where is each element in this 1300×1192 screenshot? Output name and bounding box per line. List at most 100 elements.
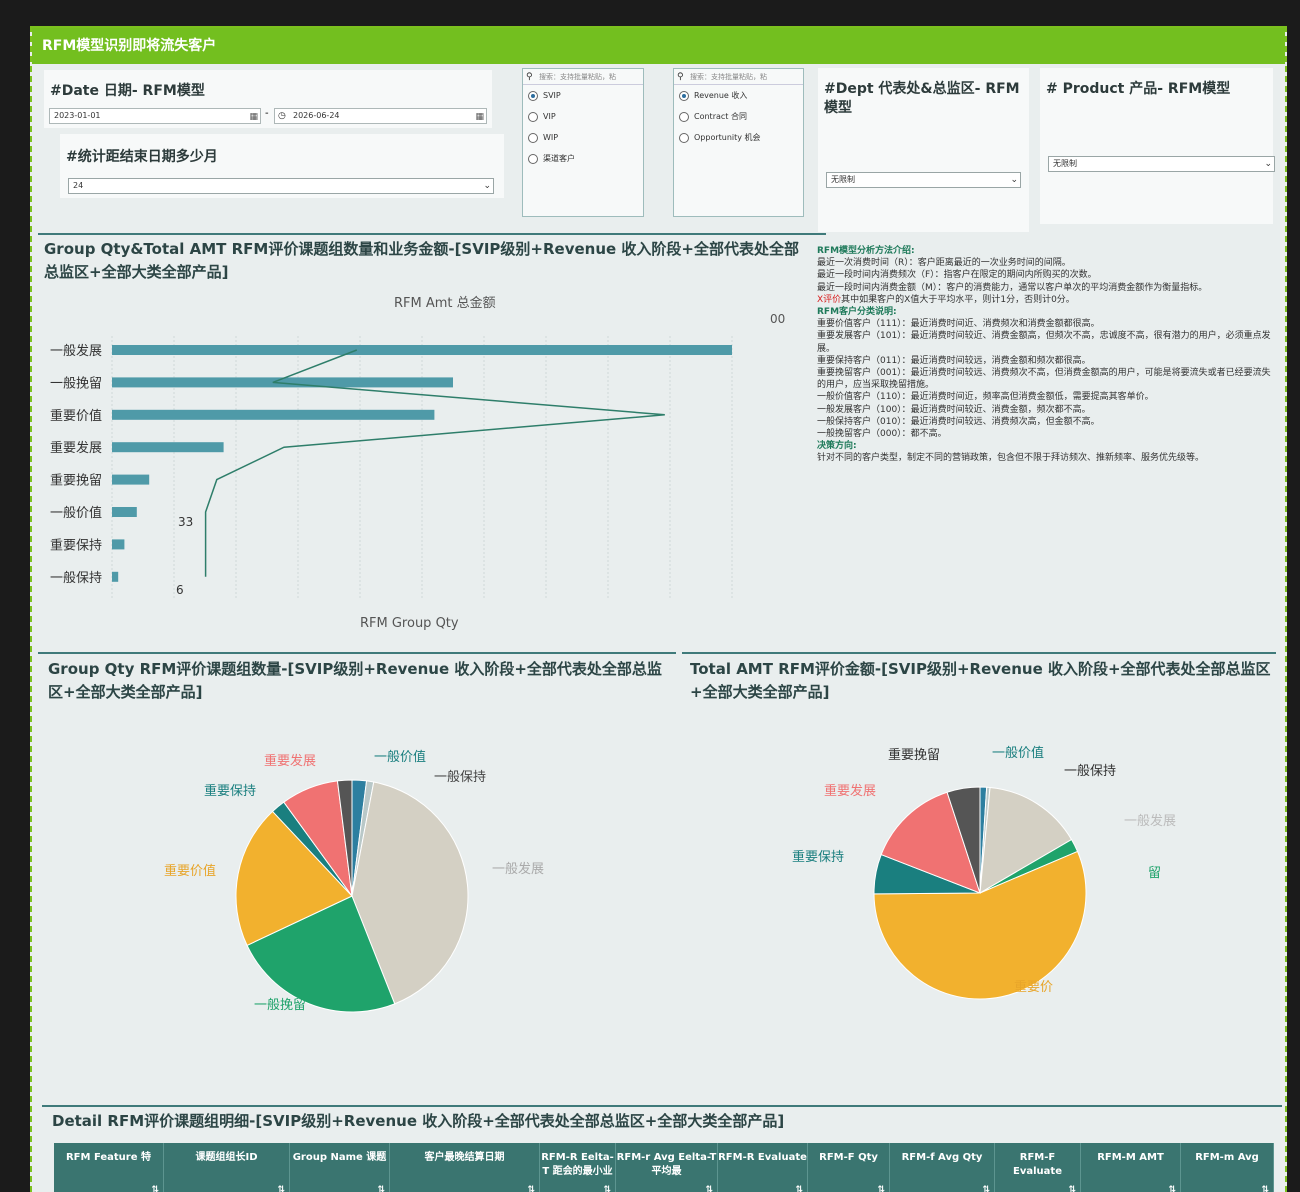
pie-slice [946,786,981,894]
column-header[interactable]: RFM-m Avg ⇅ [1181,1143,1274,1192]
pie1-chart [235,779,469,1013]
stage-option-label: Contract 合同 [694,112,747,121]
column-header[interactable]: RFM-f Avg Qty ⇅ [890,1143,995,1192]
pie1-label: 一般挽留 [254,998,307,1013]
search-icon: ⚲ [677,72,684,82]
method-heading: RFM模型分析方法介绍: [817,246,915,256]
column-header[interactable]: RFM-R Eelta-T 距会的最小业 ⇅ [540,1143,616,1192]
pie2-label: 重要价 [1014,980,1054,995]
end-date-input[interactable]: ◷ 2026-06-24 ▦ [274,108,487,124]
pie1-label: 一般保持 [434,770,487,785]
pie-slice [873,850,1087,1000]
sort-icon[interactable]: ⇅ [1168,1185,1176,1192]
column-header[interactable]: RFM-r Avg Eelta-T 平均最 ⇅ [616,1143,718,1192]
start-date-input[interactable]: 2023-01-01 ▦ [49,108,261,124]
column-header[interactable]: RFM-M AMT ⇅ [1081,1143,1181,1192]
sort-icon[interactable]: ⇅ [877,1185,885,1192]
dept-select[interactable]: 无限制 ⌄ [826,172,1021,188]
chevron-down-icon: ⌄ [483,181,491,191]
level-option-wip[interactable]: WIP [523,127,643,148]
chevron-down-icon: ⌄ [1010,175,1018,185]
stage-option-contract[interactable]: Contract 合同 [674,106,803,127]
sort-icon[interactable]: ⇅ [151,1185,159,1192]
method-line: 最近一次消费时间（R）：客户距离最近的一次业务时间的间隔。 [817,258,1071,269]
sort-icon[interactable]: ⇅ [705,1185,713,1192]
pie-slice [979,786,1073,894]
calendar-icon[interactable]: ▦ [249,112,258,122]
product-select[interactable]: 无限制 ⌄ [1048,156,1275,172]
sort-icon[interactable]: ⇅ [1261,1185,1269,1192]
pie2-label: 一般保持 [1064,764,1117,779]
report-title: RFM模型识别即将流失客户 [32,28,1285,64]
combo-chart-title: Group Qty&Total AMT RFM评价课题组数量和业务金额-[SVI… [44,240,799,281]
report-canvas: RFM模型识别即将流失客户 #Date 日期- RFM模型 2023-01-01… [30,26,1287,1192]
amount-bar [112,507,137,517]
sort-icon[interactable]: ⇅ [603,1185,611,1192]
column-header[interactable]: Group Name 课题 ⇅ [290,1143,390,1192]
sort-icon[interactable]: ⇅ [982,1185,990,1192]
method-description: RFM模型分析方法介绍: 最近一次消费时间（R）：客户距离最近的一次业务时间的间… [817,245,1272,465]
end-date-value: 2026-06-24 [293,111,340,120]
sort-icon[interactable]: ⇅ [795,1185,803,1192]
dept-filter-label: #Dept 代表处&总监区- RFM模型 [824,81,1020,116]
radio-selected-icon [528,91,538,101]
calendar-icon[interactable]: ▦ [475,112,484,122]
sort-icon[interactable]: ⇅ [527,1185,535,1192]
bottom-axis-label: RFM Group Qty [360,616,459,631]
method-line: 一般挽留客户（000）：都不高。 [817,429,947,440]
column-header[interactable]: RFM-F Evaluate ⇅ [995,1143,1081,1192]
level-option-vip[interactable]: VIP [523,106,643,127]
amount-bar [112,345,732,355]
method-line: 最近一段时间内消费金额（M）：客户的消费能力，通常以客户单次的平均消费金额作为衡… [817,282,1208,293]
category-label: 重要价值 [50,408,102,424]
category-label: 一般保持 [50,570,102,586]
stage-option-revenue[interactable]: Revenue 收入 [674,85,803,106]
sort-icon[interactable]: ⇅ [377,1185,385,1192]
pie1-label: 重要保持 [204,784,257,799]
method-line: X评价其中如果客户的X值大于平均水平，则计1分，否则计0分。 [817,294,1272,306]
level-option-label: VIP [543,112,556,121]
qty-line [204,349,665,577]
column-header-label: RFM-m Avg [1195,1152,1259,1163]
stage-slicer: ⚲ 搜索：支持批量粘贴，粘 Revenue 收入 Contract 合同 Opp… [673,68,804,217]
method-line: 重要挽留客户（001）：最近消费时间较远、消费频次不高，但消费金额高的用户，可能… [817,368,1271,391]
radio-icon [528,154,538,164]
level-option-channel[interactable]: 渠道客户 [523,148,643,169]
column-header[interactable]: RFM Feature 特 ⇅ [54,1143,164,1192]
column-header-label: RFM-R Eelta-T 距会的最小业 [541,1152,614,1177]
radio-icon [528,112,538,122]
pie2-title: Total AMT RFM评价金额-[SVIP级别+Revenue 收入阶段+全… [690,660,1271,701]
product-filter-panel: # Product 产品- RFM模型 无限制 ⌄ [1040,68,1275,224]
sort-icon[interactable]: ⇅ [1068,1185,1076,1192]
column-header[interactable]: RFM-F Qty ⇅ [808,1143,890,1192]
radio-icon [679,133,689,143]
column-header-label: RFM-F Qty [819,1152,878,1163]
stage-option-opportunity[interactable]: Opportunity 机会 [674,127,803,148]
section-rule [38,233,826,235]
line-data-label: 6 [176,583,184,597]
method-line-text: 其中如果客户的X值大于平均水平，则计1分，否则计0分。 [841,294,1075,305]
product-filter-label: # Product 产品- RFM模型 [1046,81,1231,97]
method-heading: RFM客户分类说明: [817,307,897,318]
level-search-input[interactable]: ⚲ 搜索：支持批量粘贴，粘 [523,69,643,85]
column-header[interactable]: 课题组组长ID ⇅ [164,1143,290,1192]
pie2-chart [873,786,1087,1000]
column-header-label: RFM-f Avg Qty [901,1152,983,1163]
column-header[interactable]: 客户最晚结算日期 ⇅ [390,1143,540,1192]
pie1-label: 一般价值 [374,750,427,765]
section-rule [38,652,676,654]
column-header[interactable]: RFM-R Evaluate ⇅ [718,1143,808,1192]
stage-search-input[interactable]: ⚲ 搜索：支持批量粘贴，粘 [674,69,803,85]
months-select[interactable]: 24 ⌄ [68,178,494,194]
method-line: 一般价值客户（110）：最近消费时间近，频率高但消费金额低，需要提高其客单价。 [817,392,1154,403]
pie2-label: 一般发展 [1124,814,1177,829]
date-range-dash: - [265,108,269,119]
sort-icon[interactable]: ⇅ [277,1185,285,1192]
amount-bar [112,442,224,453]
top-axis-label: RFM Amt 总金额 [394,296,496,311]
section-rule [42,1105,1282,1107]
level-option-svip[interactable]: SVIP [523,85,643,106]
stage-search-placeholder: 搜索：支持批量粘贴，粘 [690,73,767,81]
amount-bar [112,539,125,550]
